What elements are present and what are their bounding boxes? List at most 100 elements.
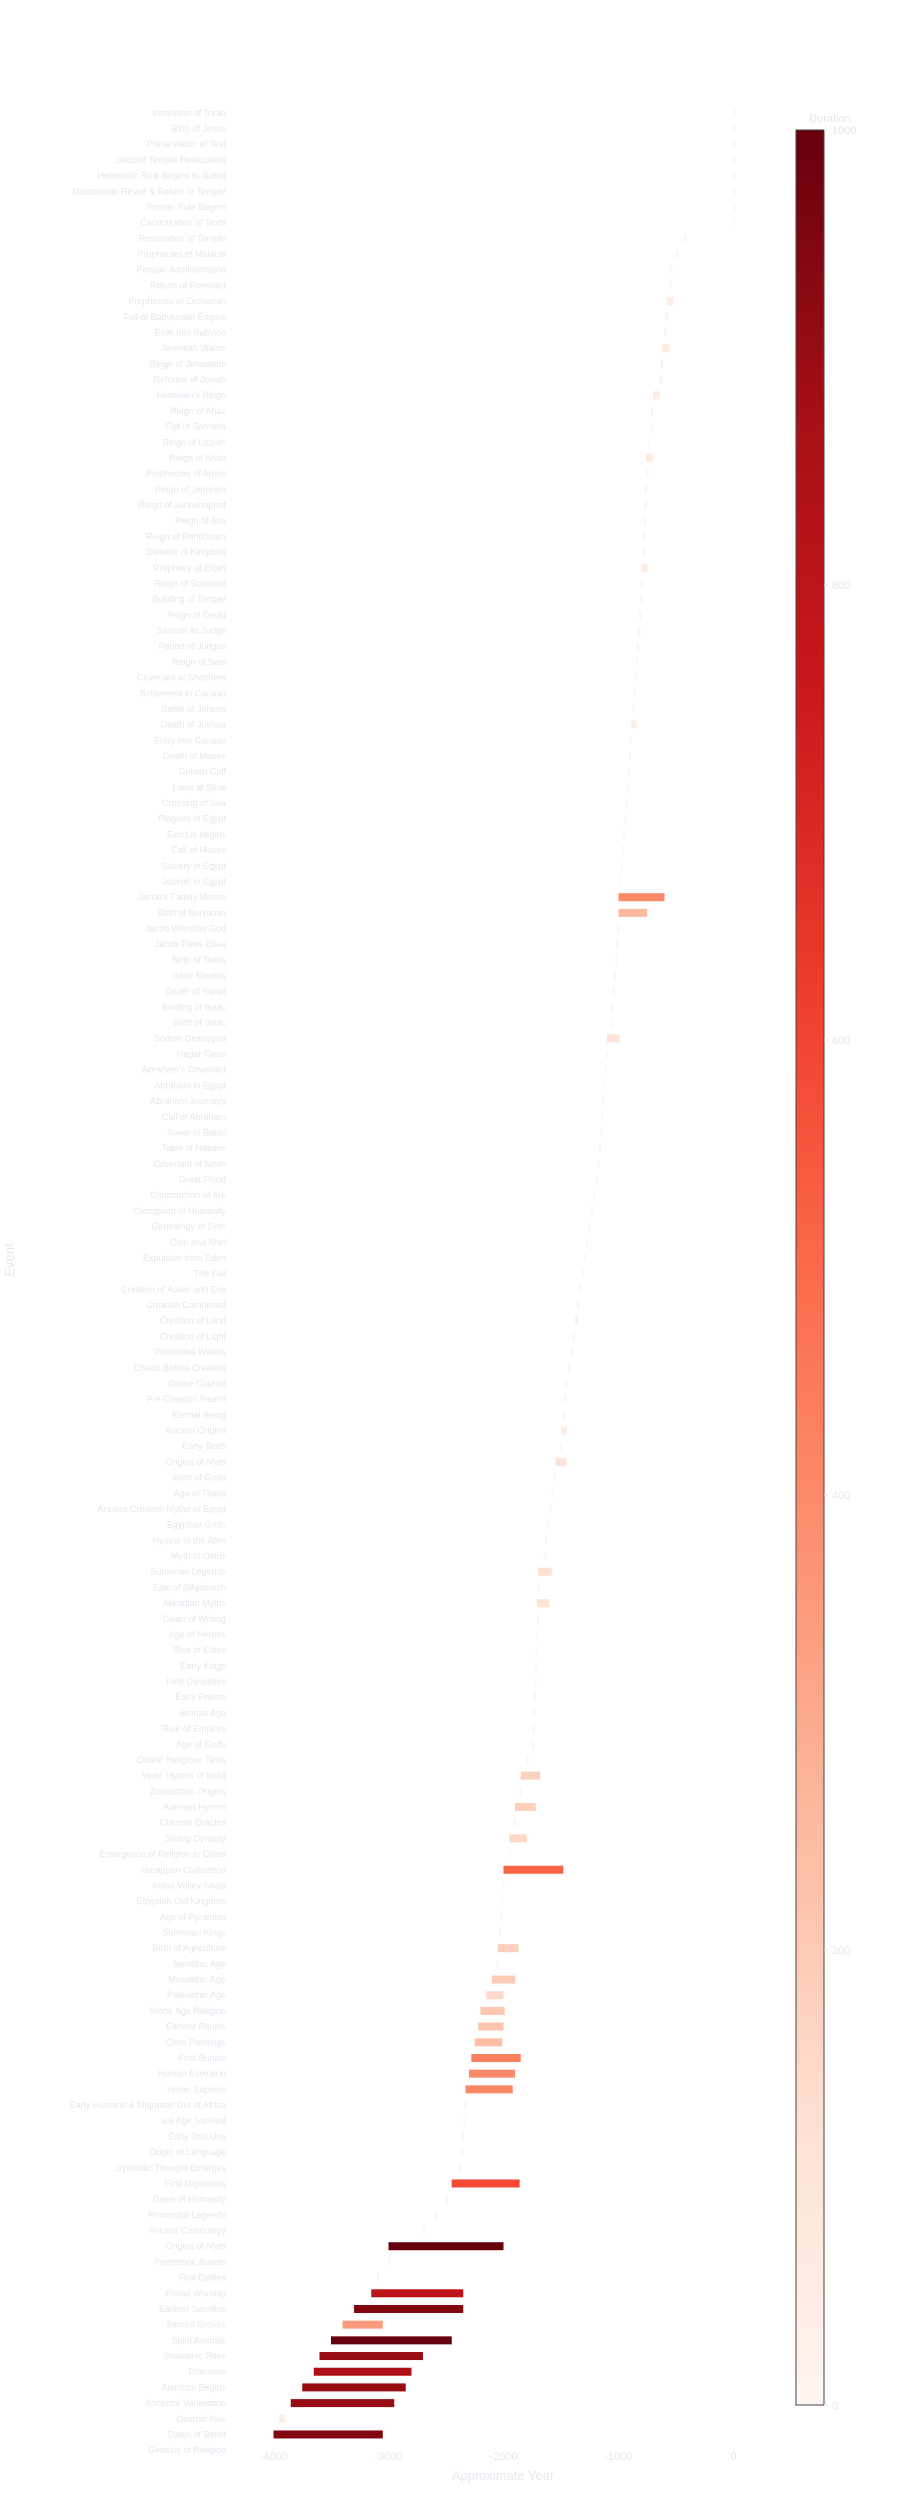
event-label: Cosmic Awe bbox=[177, 2414, 226, 2424]
duration-bar bbox=[618, 908, 648, 917]
event-label: Early Texts bbox=[182, 1441, 226, 1451]
duration-bar bbox=[602, 1097, 605, 1106]
event-label: Prophecies of Amos bbox=[146, 469, 227, 479]
duration-bars bbox=[272, 108, 736, 2455]
duration-bar bbox=[597, 1159, 600, 1168]
event-label: Sumerian Kings bbox=[162, 1927, 226, 1937]
duration-bar bbox=[630, 736, 632, 745]
event-label: Samuel as Judge bbox=[156, 626, 226, 636]
event-label: Prophecies of Malachi bbox=[137, 249, 226, 259]
event-label: Hellenistic Rule Begins in Judea bbox=[97, 171, 226, 181]
colorbar-title: Duration bbox=[809, 113, 851, 125]
event-label: Mesolithic Age bbox=[168, 1975, 226, 1985]
duration-bar bbox=[464, 2101, 467, 2110]
duration-bar bbox=[665, 312, 668, 321]
duration-bar bbox=[423, 2226, 425, 2235]
duration-bar bbox=[509, 1834, 527, 1843]
event-label: Settlement in Canaan bbox=[139, 688, 226, 698]
event-label: Laws at Sinai bbox=[172, 782, 226, 792]
duration-bar bbox=[653, 391, 660, 400]
duration-bar bbox=[615, 955, 618, 964]
event-label: Avestan Hymns bbox=[163, 1802, 226, 1812]
event-label: Early Humans & Migration Out of Africa bbox=[69, 2100, 226, 2110]
event-label: Genesis of Religion bbox=[148, 2445, 226, 2455]
duration-bar bbox=[620, 861, 623, 870]
duration-bar bbox=[498, 1928, 501, 1937]
duration-bar bbox=[460, 2148, 463, 2157]
event-label: First Burials bbox=[178, 2053, 226, 2063]
duration-bar bbox=[670, 265, 673, 274]
duration-bar bbox=[604, 1065, 607, 1074]
duration-bar bbox=[644, 501, 647, 510]
colorbar-tick-label: 1000 bbox=[832, 125, 856, 137]
event-label: Reign of Jehoshaphat bbox=[138, 500, 226, 510]
event-label: Preservation of Text bbox=[147, 139, 227, 149]
duration-bar bbox=[354, 2304, 464, 2313]
duration-bar bbox=[733, 202, 736, 211]
duration-bar bbox=[534, 1677, 537, 1686]
event-label: Egyptian Old Kingdom bbox=[136, 1896, 226, 1906]
event-label: Isaac Marries bbox=[172, 971, 227, 981]
event-label: Sodom Destroyed bbox=[154, 1033, 226, 1043]
colorbar-gradient bbox=[795, 129, 825, 2406]
event-label: Birth of Jesus bbox=[171, 124, 226, 134]
duration-bar bbox=[733, 108, 736, 117]
duration-bar bbox=[621, 846, 624, 855]
x-axis-ticks: -4000 -3000 -2000 -1000 0 bbox=[259, 2451, 736, 2463]
event-label: Creation of Land bbox=[159, 1316, 226, 1326]
event-label: Homo Sapiens bbox=[167, 2084, 227, 2094]
x-axis-title: Approximate Year bbox=[452, 2468, 555, 2483]
duration-bar bbox=[543, 1552, 546, 1561]
duration-bar bbox=[388, 2257, 391, 2266]
event-label: Creation Completed bbox=[146, 1300, 226, 1310]
event-label: Chaos Before Creation bbox=[134, 1363, 226, 1373]
event-label: Persian Administration bbox=[136, 265, 226, 275]
event-label: Origin of Language bbox=[149, 2147, 226, 2157]
event-label: Call of Abraham bbox=[162, 1112, 226, 1122]
duration-bar bbox=[627, 767, 630, 776]
event-label: Great Flood bbox=[178, 1175, 226, 1185]
duration-bar bbox=[342, 2320, 383, 2329]
event-label: Birth of Agriculture bbox=[152, 1943, 226, 1953]
duration-bar bbox=[733, 124, 736, 133]
event-label: Human Evolution bbox=[157, 2069, 226, 2079]
duration-bar bbox=[588, 1222, 591, 1231]
duration-bar bbox=[377, 2273, 379, 2282]
duration-bar bbox=[465, 2085, 513, 2094]
duration-bar bbox=[434, 2210, 437, 2219]
event-label: Expulsion from Eden bbox=[143, 1253, 226, 1263]
event-label: Hezekiah's Reign bbox=[156, 390, 226, 400]
event-label: Covenant of Noah bbox=[153, 1159, 226, 1169]
duration-bar bbox=[624, 814, 627, 823]
duration-bar bbox=[533, 1693, 536, 1702]
event-label: Eternal Being bbox=[172, 1410, 226, 1420]
duration-bar bbox=[642, 548, 645, 557]
duration-bar bbox=[610, 1018, 613, 1027]
duration-bar bbox=[638, 626, 641, 635]
y-axis-title: Event bbox=[2, 1243, 17, 1277]
duration-bar bbox=[313, 2367, 412, 2376]
duration-bar bbox=[619, 877, 622, 886]
duration-bar bbox=[547, 1520, 550, 1529]
event-label: Golden Calf bbox=[178, 767, 226, 777]
duration-bar bbox=[503, 1865, 564, 1874]
event-label: Paleolithic Age bbox=[167, 1990, 226, 2000]
duration-bar bbox=[593, 1191, 596, 1200]
duration-bar bbox=[564, 1395, 567, 1404]
event-label: Early Priests bbox=[175, 1692, 226, 1702]
duration-bar bbox=[535, 1646, 538, 1655]
event-label: Table of Nations bbox=[161, 1143, 226, 1153]
duration-bar bbox=[302, 2383, 406, 2392]
duration-bar bbox=[601, 1112, 604, 1121]
event-label: Death of Sarah bbox=[165, 986, 226, 996]
event-label: Vedic Hymns of India bbox=[141, 1771, 226, 1781]
duration-bar bbox=[646, 453, 653, 462]
colorbar-tick-label: 200 bbox=[832, 1945, 850, 1957]
duration-bar bbox=[616, 940, 619, 949]
duration-bar bbox=[469, 2069, 515, 2078]
duration-bar bbox=[497, 1944, 519, 1953]
event-label: Joseph in Egypt bbox=[162, 876, 227, 886]
duration-bar bbox=[640, 595, 643, 604]
duration-bar bbox=[459, 2163, 462, 2172]
event-label: Age of Titans bbox=[173, 1488, 226, 1498]
